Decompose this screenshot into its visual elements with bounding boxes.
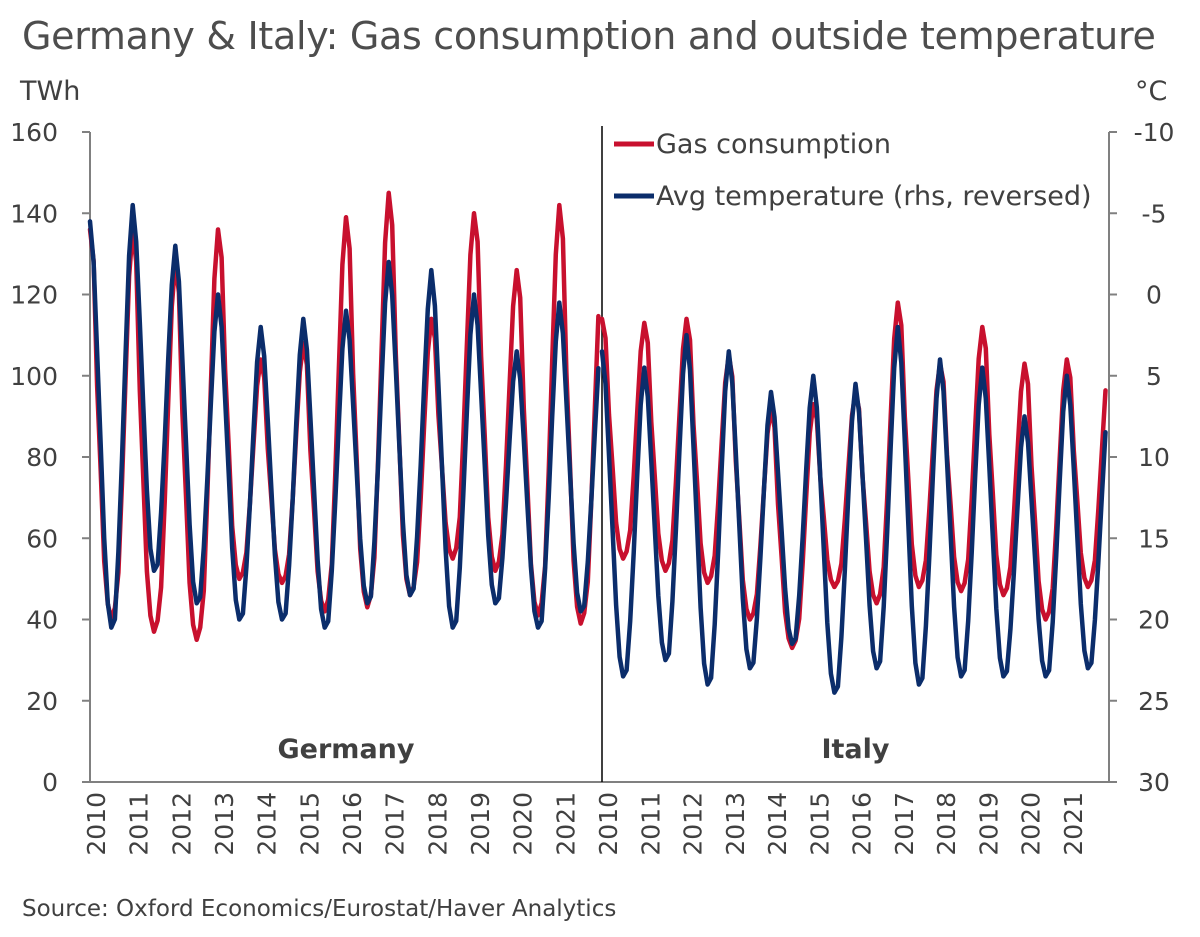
legend-label: Avg temperature (rhs, reversed) — [656, 181, 1092, 212]
x-tick-label: 2010 — [82, 792, 111, 856]
x-tick-label: 2012 — [679, 792, 708, 856]
x-tick-label: 2010 — [594, 792, 623, 856]
left-axis-unit: TWh — [20, 76, 81, 107]
panel-label-germany: Germany — [278, 734, 415, 765]
avg-temperature-series-germany — [87, 202, 601, 630]
x-tick-label: 2014 — [763, 792, 792, 856]
x-tick-label: 2014 — [253, 792, 282, 856]
x-tick-label: 2018 — [932, 792, 961, 856]
x-tick-label: 2016 — [338, 792, 367, 856]
right-tick-label: 20 — [1138, 606, 1170, 635]
x-tick-label: 2021 — [1059, 792, 1088, 856]
x-tick-label: 2015 — [295, 792, 324, 856]
x-tick-label: 2013 — [721, 792, 750, 856]
right-tick-label: 30 — [1138, 768, 1170, 797]
left-tick-label: 120 — [10, 281, 58, 310]
panel-label-italy: Italy — [821, 734, 889, 765]
left-tick-label: 80 — [26, 443, 58, 472]
x-tick-label: 2017 — [381, 792, 410, 856]
x-tick-label: 2016 — [848, 792, 877, 856]
left-tick-label: 0 — [42, 768, 58, 797]
x-tick-label: 2017 — [890, 792, 919, 856]
right-axis-unit: °C — [1135, 76, 1168, 107]
chart-title: Germany & Italy: Gas consumption and out… — [22, 14, 1156, 58]
chart-area: 020406080100120140160302520151050-5-1020… — [10, 118, 1175, 856]
right-tick-label: 0 — [1146, 281, 1162, 310]
x-tick-label: 2011 — [125, 792, 154, 856]
right-tick-label: 10 — [1138, 443, 1170, 472]
x-tick-label: 2019 — [974, 792, 1003, 856]
x-tick-label: 2021 — [551, 792, 580, 856]
left-tick-label: 60 — [26, 524, 58, 553]
x-tick-label: 2020 — [509, 792, 538, 856]
legend-label: Gas consumption — [656, 129, 891, 160]
right-tick-label: 25 — [1138, 687, 1170, 716]
x-tick-label: 2013 — [210, 792, 239, 856]
right-tick-label: -5 — [1142, 199, 1167, 228]
x-tick-label: 2011 — [636, 792, 665, 856]
avg-temperature-series-italy — [599, 324, 1108, 695]
source-note: Source: Oxford Economics/Eurostat/Haver … — [22, 896, 617, 922]
right-tick-label: -10 — [1134, 118, 1175, 147]
x-tick-label: 2012 — [167, 792, 196, 856]
right-tick-label: 5 — [1146, 362, 1162, 391]
right-tick-label: 15 — [1138, 524, 1170, 553]
x-tick-label: 2018 — [423, 792, 452, 856]
x-tick-label: 2019 — [466, 792, 495, 856]
x-tick-label: 2020 — [1017, 792, 1046, 856]
left-tick-label: 160 — [10, 118, 58, 147]
left-tick-label: 40 — [26, 606, 58, 635]
left-tick-label: 20 — [26, 687, 58, 716]
x-tick-label: 2015 — [805, 792, 834, 856]
left-tick-label: 100 — [10, 362, 58, 391]
left-tick-label: 140 — [10, 199, 58, 228]
